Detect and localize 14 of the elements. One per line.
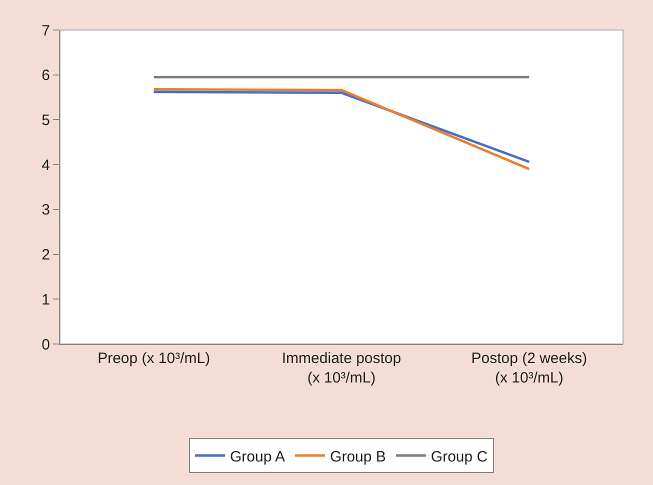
y-tick-label: 2 bbox=[42, 246, 50, 264]
legend-label: Group B bbox=[330, 448, 386, 466]
y-tick-label: 6 bbox=[42, 67, 50, 84]
x-tick-label: Postop (2 weeks) (x 10³/mL) bbox=[471, 350, 588, 386]
y-tick-label: 1 bbox=[42, 291, 50, 308]
legend-label: Group C bbox=[430, 448, 488, 466]
y-tick-label: 5 bbox=[42, 112, 50, 129]
y-tick-label: 4 bbox=[42, 156, 50, 174]
y-tick-label: 0 bbox=[42, 336, 50, 354]
x-tick-label: Preop (x 10³/mL) bbox=[98, 350, 210, 367]
y-tick-label: 3 bbox=[42, 202, 50, 219]
x-tick-label: Immediate postop (x 10³/mL) bbox=[282, 350, 402, 386]
y-tick-label: 7 bbox=[42, 22, 50, 40]
legend-label: Group A bbox=[230, 448, 286, 466]
